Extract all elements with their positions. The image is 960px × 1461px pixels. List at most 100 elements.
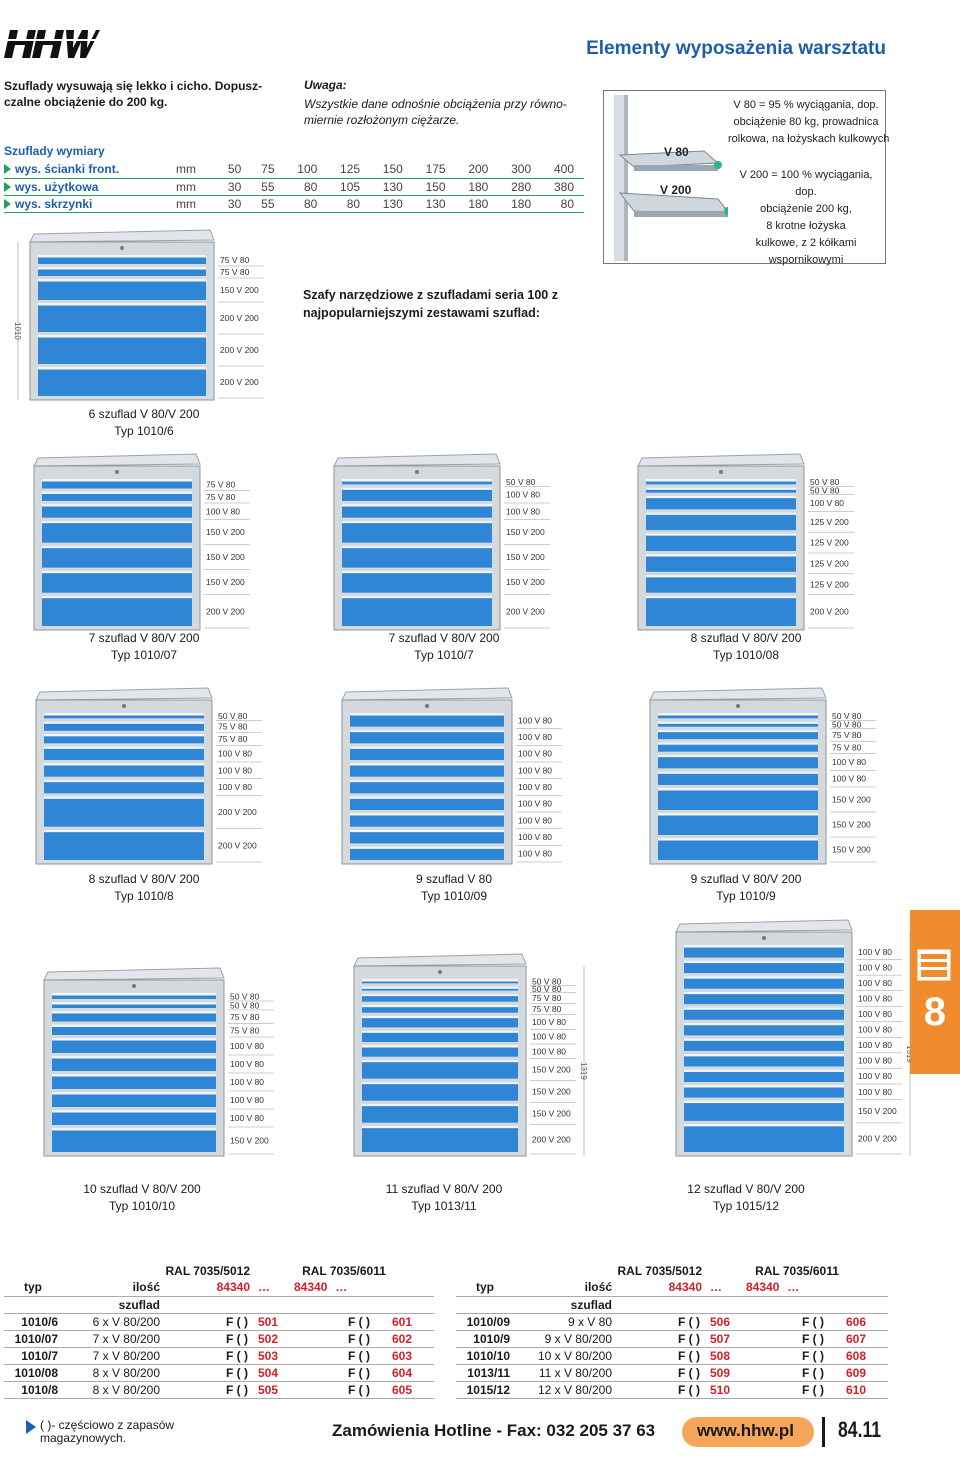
drawer-label: 100 V 80 [218, 749, 252, 759]
code-header: 84340 [216, 1280, 250, 1295]
row-code-b-cell: F ( ) 602 [294, 1330, 434, 1348]
drawer-front [684, 976, 844, 989]
drawer-handle [52, 1024, 216, 1027]
blank-cell [456, 1296, 514, 1313]
drawer-front [38, 279, 206, 300]
cabinet-type: Typ 1010/8 [114, 889, 174, 903]
dims-value: 80 [303, 179, 318, 194]
drawer-front [684, 991, 844, 1005]
drawer-front [52, 993, 216, 999]
drawer-label: 75 V 80 [220, 255, 250, 265]
drawer-handle [646, 533, 796, 536]
drawer-handle [646, 595, 796, 599]
drawer-label: 100 V 80 [518, 849, 552, 859]
cabinet-illustration: 100 V 80 100 V 80 100 V 80 100 V 80 100 V 80… [341, 687, 562, 865]
row-code-b: 608 [845, 1348, 866, 1363]
drawer-front [684, 945, 844, 958]
row-typ: 1010/9 [456, 1330, 514, 1348]
row-code-b: 601 [391, 1314, 412, 1329]
drawer-front [42, 545, 192, 568]
row-typ: 1010/6 [4, 1313, 62, 1331]
drawer-handle [342, 487, 492, 490]
drawer-label: 200 V 200 [220, 345, 259, 355]
drawer-front [38, 367, 206, 396]
row-code-b-cell: F ( ) 606 [746, 1313, 888, 1331]
drawer-label: 100 V 80 [218, 765, 252, 775]
drawer-handle [350, 796, 504, 799]
drawer-handle [42, 504, 192, 507]
cabinet-caption: 6 szuflad V 80/V 200 Typ 1010/6 [84, 406, 204, 440]
row-ilosc: 6 x V 80/200 [62, 1313, 164, 1331]
drawer-label: 100 V 80 [518, 765, 552, 775]
price-row: 1010/08 8 x V 80/200 F ( ) 504 F ( ) 604 [4, 1364, 434, 1382]
drawer-label: 75 V 80 [230, 1025, 260, 1035]
drawer-label: 75 V 80 [532, 1004, 562, 1014]
desc-line: kulkowe, z 2 kółkami [755, 237, 857, 249]
row-stock: F ( ) [616, 1347, 706, 1365]
footer-divider [822, 1417, 825, 1447]
drawer-front [44, 733, 204, 744]
page-number: 84.11 [838, 1417, 882, 1442]
drawer-handle [658, 729, 818, 733]
footer-note-line: ( )- częściowo z zapasów [40, 1418, 175, 1432]
row-code-a: 502 [254, 1330, 294, 1348]
drawer-label: 50 V 80 [532, 984, 562, 994]
drawer-handle [684, 1007, 844, 1010]
website-link[interactable]: www.hhw.pl [697, 1421, 794, 1440]
drawer-handle [684, 1085, 844, 1088]
footer-note-line: magazynowych. [40, 1431, 127, 1445]
drawer-handle [38, 279, 206, 282]
section-subtitle: Szafy narzędziowe z szufladami seria 100… [303, 286, 558, 322]
drawer-handle [362, 1059, 518, 1063]
drawer-label: 75 V 80 [532, 993, 562, 1003]
dims-row-label: wys. ścianki front. [4, 161, 176, 178]
drawer-front [350, 729, 504, 744]
cabinet-top [43, 967, 225, 981]
row-code-b-cell: F ( ) 603 [294, 1347, 434, 1365]
desc-line: V 80 = 95 % wyciągania, dop. [733, 99, 879, 111]
dims-table: wys. ścianki front. mm 50 75 100 125 150 175 200… [4, 161, 584, 213]
intro-line: czalne obciążenie do 200 kg. [4, 95, 168, 109]
drawer-label: 150 V 200 [832, 795, 871, 805]
cabinet-top [35, 687, 213, 701]
cabinet-lock [719, 470, 723, 474]
drawer-label: 100 V 80 [518, 732, 552, 742]
drawer-front [646, 512, 796, 531]
drawer-handle [684, 1053, 844, 1057]
price-row: 1015/12 12 x V 80/200 F ( ) 510 F ( ) 610 [456, 1381, 888, 1399]
dims-value: 105 [340, 179, 361, 194]
height-dimension-label: 1519 [905, 1045, 914, 1063]
row-code-a: 507 [706, 1330, 746, 1348]
drawer-front [42, 570, 192, 593]
row-typ: 1010/7 [4, 1347, 62, 1365]
dims-value: 130 [382, 196, 403, 211]
drawer-label: 100 V 80 [858, 962, 892, 972]
drawer-handle [52, 1092, 216, 1095]
drawer-handle [44, 763, 204, 766]
drawer-handle [362, 1030, 518, 1033]
drawer-front [362, 1015, 518, 1028]
drawer-label: 100 V 80 [858, 978, 892, 988]
drawer-front [42, 491, 192, 501]
dims-value: 80 [560, 196, 574, 211]
row-stock: F ( ) [347, 1382, 370, 1397]
row-code-a: 504 [254, 1364, 294, 1382]
row-code-b: 607 [845, 1331, 866, 1346]
row-ilosc: 9 x V 80/200 [514, 1330, 616, 1348]
drawer-handle [350, 813, 504, 816]
drawer-label: 100 V 80 [218, 782, 252, 792]
drawer-label: 100 V 80 [506, 490, 540, 500]
dims-label-text: wys. ścianki front. [15, 162, 120, 177]
row-ilosc: 7 x V 80/200 [62, 1347, 164, 1365]
row-stock: F ( ) [616, 1313, 706, 1331]
drawer-front [350, 713, 504, 727]
drawer-handle [658, 771, 818, 774]
dims-value: 130 [425, 196, 446, 211]
cabinet-caption: 12 szuflad V 80/V 200 Typ 1015/12 [686, 1181, 806, 1215]
drawer-label: 50 V 80 [532, 977, 562, 987]
drawer-front [42, 479, 192, 489]
drawer-handle [44, 733, 204, 737]
drawer-label: 100 V 80 [858, 1025, 892, 1035]
drawer-front [52, 1128, 216, 1152]
price-row: 1010/7 7 x V 80/200 F ( ) 503 F ( ) 603 [4, 1347, 434, 1365]
